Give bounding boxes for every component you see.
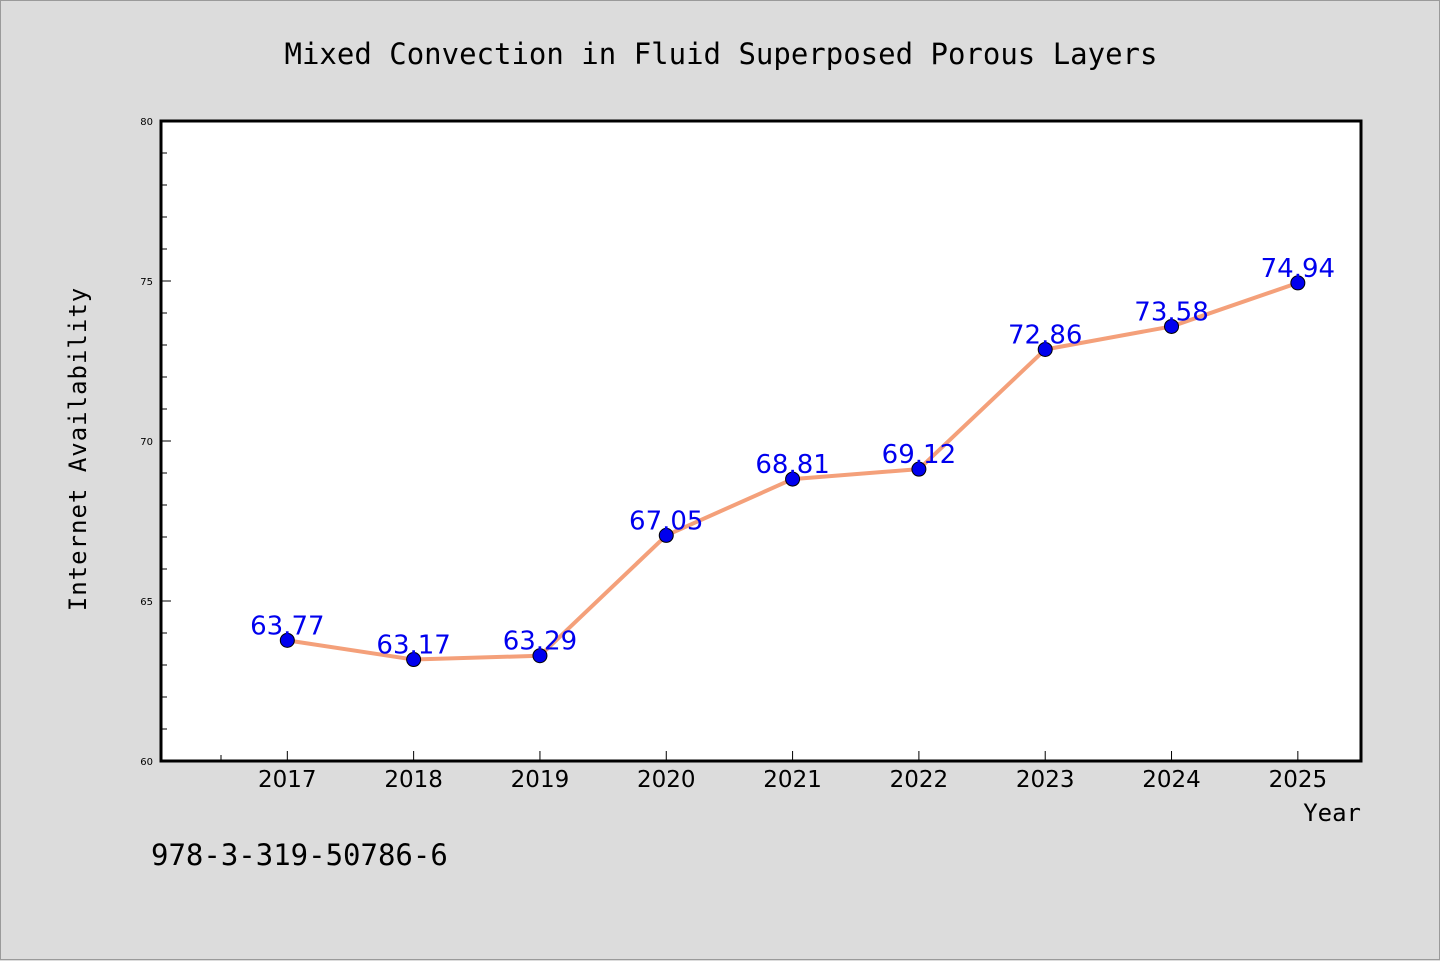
x-tick-label: 2018 bbox=[384, 767, 443, 793]
x-tick-label: 2019 bbox=[511, 767, 570, 793]
data-point bbox=[406, 652, 422, 668]
x-tick-label: 2021 bbox=[763, 767, 822, 793]
chart-title: Mixed Convection in Fluid Superposed Por… bbox=[285, 37, 1158, 71]
x-tick-label: 2017 bbox=[258, 767, 317, 793]
y-axis-label: Internet Availability bbox=[64, 287, 92, 611]
data-point bbox=[1290, 275, 1306, 291]
data-label: 68.81 bbox=[755, 450, 829, 480]
data-label: 67.05 bbox=[629, 506, 703, 536]
x-axis: 2017 2018 2019 2020 2021 2022 2023 2024 2025 bbox=[220, 751, 1328, 793]
data-point bbox=[911, 461, 927, 477]
y-tick-label: 60 bbox=[140, 757, 153, 768]
data-label: 63.17 bbox=[376, 631, 450, 661]
x-tick-label: 2023 bbox=[1016, 767, 1075, 793]
data-point bbox=[785, 471, 801, 487]
data-label: 63.29 bbox=[503, 627, 577, 657]
data-label: 73.58 bbox=[1134, 297, 1208, 327]
x-tick-label: 2020 bbox=[637, 767, 696, 793]
data-point bbox=[279, 632, 295, 648]
y-tick-label: 80 bbox=[140, 117, 153, 128]
data-label: 74.94 bbox=[1261, 254, 1335, 284]
y-tick-label: 65 bbox=[140, 597, 153, 608]
data-series: 63.77 63.17 63.29 67.05 68.81 69.12 72.86 73.58… bbox=[250, 254, 1335, 668]
data-label: 69.12 bbox=[882, 440, 956, 470]
isbn-text: 978-3-319-50786-6 bbox=[151, 838, 448, 872]
y-tick-label: 70 bbox=[140, 437, 153, 448]
x-axis-label: Year bbox=[1303, 799, 1361, 827]
data-label: 63.77 bbox=[250, 611, 324, 641]
data-point bbox=[1164, 318, 1180, 334]
data-point bbox=[1037, 341, 1053, 357]
x-tick-label: 2024 bbox=[1142, 767, 1201, 793]
y-axis: 60 65 70 75 80 bbox=[140, 117, 171, 768]
y-tick-label: 75 bbox=[140, 277, 153, 288]
data-point bbox=[532, 648, 548, 664]
data-label: 72.86 bbox=[1008, 320, 1082, 350]
x-tick-label: 2025 bbox=[1269, 767, 1328, 793]
plot-area bbox=[159, 119, 1363, 763]
x-tick-label: 2022 bbox=[890, 767, 949, 793]
data-point bbox=[658, 527, 674, 543]
